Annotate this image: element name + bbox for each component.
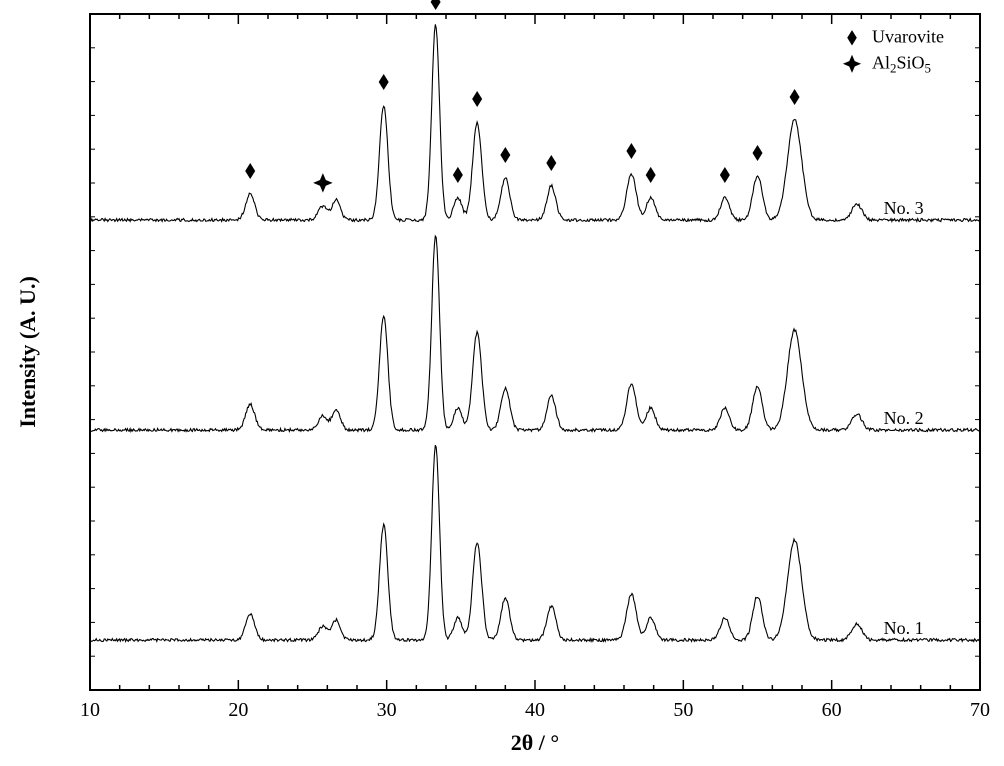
diamond-marker-icon: [720, 167, 730, 183]
xrd-trace: [90, 445, 980, 641]
x-tick-label: 10: [80, 699, 100, 721]
chart-svg: 10 20 30 40 50 60 70 2θ / ° Intensity (A. U.) No.…: [0, 0, 1004, 766]
diamond-marker-icon: [847, 30, 857, 45]
diamond-marker-icon: [472, 91, 482, 107]
x-axis-label: 2θ / °: [511, 730, 559, 755]
x-tick-label: 20: [228, 699, 248, 721]
diamond-marker-icon: [379, 74, 389, 90]
diamond-marker-icon: [790, 89, 800, 105]
xrd-chart: 10 20 30 40 50 60 70 2θ / ° Intensity (A. U.) No.…: [0, 0, 1004, 766]
x-tick-label: 60: [822, 699, 842, 721]
y-axis-label: Intensity (A. U.): [15, 276, 40, 428]
fourstar-marker-icon: [313, 173, 333, 193]
fourstar-marker-icon: [843, 55, 861, 73]
series-label: No. 3: [884, 198, 924, 218]
xrd-trace: [90, 24, 980, 221]
diamond-marker-icon: [245, 163, 255, 179]
legend-label: Uvarovite: [872, 27, 944, 47]
diamond-marker-icon: [431, 0, 441, 10]
x-tick-label: 30: [377, 699, 397, 721]
series-label: No. 2: [884, 408, 924, 428]
diamond-marker-icon: [626, 143, 636, 159]
diamond-marker-icon: [546, 155, 556, 171]
x-tick-label: 70: [970, 699, 990, 721]
diamond-marker-icon: [453, 167, 463, 183]
diamond-marker-icon: [646, 167, 656, 183]
x-tick-label: 40: [525, 699, 545, 721]
legend-label: Al2SiO5: [872, 53, 931, 76]
diamond-marker-icon: [500, 147, 510, 163]
series-label: No. 1: [884, 618, 924, 638]
xrd-trace: [90, 236, 980, 431]
plot-border: [90, 14, 980, 690]
x-tick-label: 50: [673, 699, 693, 721]
diamond-marker-icon: [753, 145, 763, 161]
